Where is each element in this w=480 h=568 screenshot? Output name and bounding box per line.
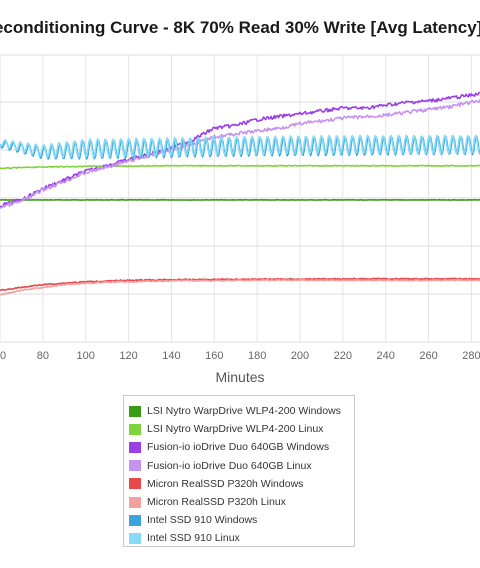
legend: LSI Nytro WarpDrive WLP4-200 Windows LSI …: [123, 395, 355, 547]
legend-item: Fusion-io ioDrive Duo 640GB Windows: [129, 438, 354, 456]
series-line: [0, 91, 480, 208]
x-tick-label: 200: [291, 350, 309, 362]
x-tick-label: 80: [37, 350, 49, 362]
legend-label: Micron RealSSD P320h Linux: [147, 496, 286, 509]
x-tick-label: 240: [377, 350, 395, 362]
legend-swatch: [129, 532, 141, 544]
legend-item: LSI Nytro WarpDrive WLP4-200 Windows: [129, 402, 354, 420]
legend-item: LSI Nytro WarpDrive WLP4-200 Linux: [129, 420, 354, 438]
legend-swatch: [129, 423, 141, 435]
x-axis-label: Minutes: [215, 369, 265, 385]
x-tick-label: 140: [162, 350, 180, 362]
legend-label: Fusion-io ioDrive Duo 640GB Linux: [147, 459, 312, 472]
chart-title: Preconditioning Curve - 8K 70% Read 30% …: [0, 18, 480, 37]
x-tick-label: 100: [77, 350, 95, 362]
legend-item: Intel SSD 910 Windows: [129, 511, 354, 529]
legend-label: Intel SSD 910 Windows: [147, 514, 258, 527]
legend-item: Micron RealSSD P320h Windows: [129, 475, 354, 493]
tick-layer: 60 80 100 120 140 160 180 200 220 240 260 280: [0, 350, 480, 362]
legend-label: Fusion-io ioDrive Duo 640GB Windows: [147, 441, 330, 454]
x-tick-label: 260: [419, 350, 437, 362]
x-tick-label: 180: [248, 350, 266, 362]
legend-item: Intel SSD 910 Linux: [129, 529, 354, 547]
grid-layer: [0, 54, 480, 343]
legend-swatch: [129, 514, 141, 526]
legend-swatch: [129, 496, 141, 508]
series-line: [0, 99, 480, 209]
x-tick-label: 160: [205, 350, 223, 362]
series-line: [0, 164, 480, 170]
x-tick-label: 120: [119, 350, 137, 362]
x-tick-label: 220: [334, 350, 352, 362]
legend-item: Fusion-io ioDrive Duo 640GB Linux: [129, 457, 354, 475]
legend-label: Intel SSD 910 Linux: [147, 532, 240, 545]
x-tick-label: 60: [0, 350, 6, 362]
series-layer: [0, 91, 480, 296]
series-line: [0, 278, 480, 296]
legend-item: Micron RealSSD P320h Linux: [129, 493, 354, 511]
legend-swatch: [129, 460, 141, 472]
legend-swatch: [129, 441, 141, 453]
x-tick-label: 280: [462, 350, 480, 362]
legend-label: Micron RealSSD P320h Windows: [147, 477, 304, 490]
legend-swatch: [129, 478, 141, 490]
legend-swatch: [129, 405, 141, 417]
series-line: [0, 134, 480, 159]
legend-label: LSI Nytro WarpDrive WLP4-200 Windows: [147, 405, 341, 418]
legend-label: LSI Nytro WarpDrive WLP4-200 Linux: [147, 423, 324, 436]
